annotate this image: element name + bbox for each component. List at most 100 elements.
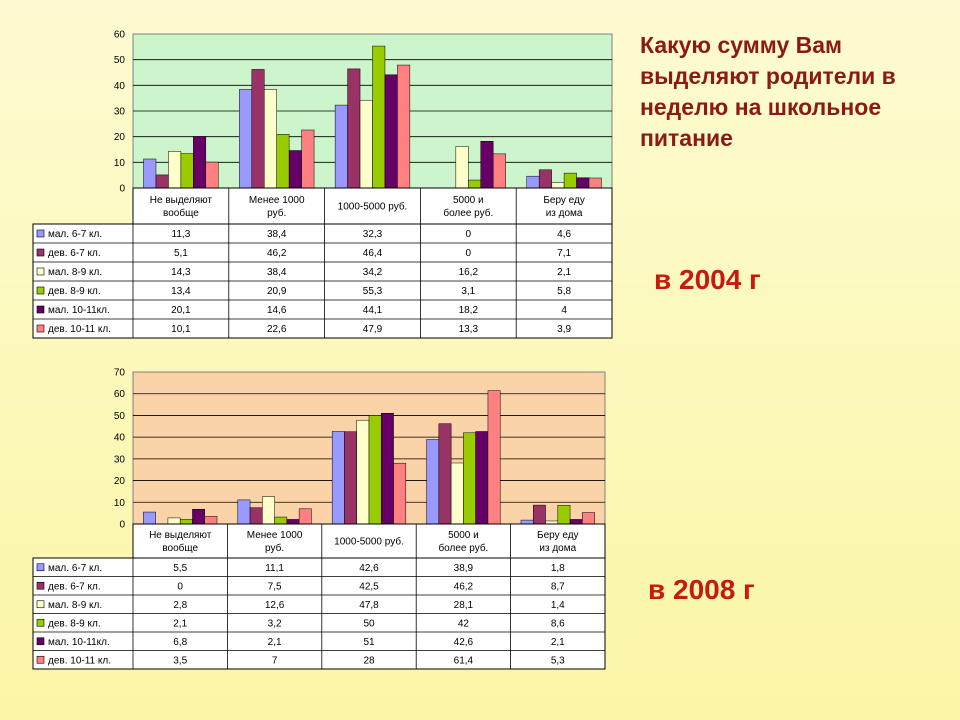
- table-header-bg: [132, 187, 613, 225]
- legend-swatch: [36, 655, 45, 664]
- table-cell-value: 28,1: [454, 600, 474, 611]
- bar: [538, 169, 552, 189]
- bar: [426, 439, 440, 525]
- bar: [487, 390, 501, 525]
- table-cell-value: 5,8: [557, 286, 571, 297]
- y-tick-label: 70: [114, 368, 126, 379]
- bar: [204, 516, 218, 525]
- table-cell-value: 61,4: [454, 655, 474, 666]
- legend-swatch: [36, 581, 45, 590]
- bar: [397, 64, 411, 189]
- bar: [582, 512, 595, 525]
- legend-swatch: [36, 229, 45, 238]
- y-tick-label: 20: [114, 476, 126, 487]
- bar: [331, 431, 345, 525]
- bar: [463, 432, 476, 525]
- y-tick-label: 40: [114, 81, 126, 92]
- bar: [372, 45, 386, 189]
- bar: [193, 136, 207, 189]
- bar: [468, 179, 482, 189]
- table-cell-value: 13,4: [171, 286, 191, 297]
- category-label: Беру еду из дома: [537, 530, 579, 554]
- y-tick-label: 60: [114, 389, 126, 400]
- table-cell-value: 47,9: [363, 324, 383, 335]
- table-cell-value: 2,1: [173, 618, 187, 629]
- y-tick-label: 50: [114, 55, 126, 66]
- bar: [393, 462, 407, 525]
- series-name: мал. 6-7 кл.: [48, 563, 102, 574]
- data-table: Не выделяют вообще Менее 1000 руб. 1000-5000…: [32, 523, 606, 670]
- data-table: Не выделяют вообще Менее 1000 руб. 1000-5000…: [32, 187, 613, 339]
- table-cell-value: 8,6: [551, 618, 565, 629]
- bar: [381, 413, 394, 525]
- slide-title: Какую сумму Вам выделяют родители в неде…: [640, 32, 896, 151]
- table-cell-value: 18,2: [459, 305, 479, 316]
- bar: [475, 431, 489, 525]
- bar: [356, 419, 370, 525]
- table-cell-value: 20,9: [267, 286, 287, 297]
- table-cell-value: 20,1: [171, 305, 191, 316]
- legend-swatch: [36, 305, 45, 314]
- bar: [143, 158, 157, 189]
- table-cell-value: 28: [363, 655, 375, 666]
- table-cell-value: 38,4: [267, 267, 287, 278]
- table-cell-value: 7,1: [557, 248, 571, 259]
- category-label: 5000 и более руб.: [443, 195, 493, 219]
- bar: [251, 69, 265, 189]
- bar: [384, 74, 398, 189]
- legend-swatch: [36, 248, 45, 257]
- table-cell-value: 1,8: [551, 563, 565, 574]
- table-cell-value: 51: [363, 637, 375, 648]
- table-cell-value: 50: [363, 618, 375, 629]
- table-header-bg: [132, 523, 606, 559]
- y-tick-label: 30: [114, 454, 126, 465]
- bar: [237, 499, 251, 525]
- y-tick-label: 60: [114, 30, 126, 41]
- bar: [557, 505, 571, 525]
- table-cell-value: 1,4: [551, 600, 565, 611]
- bar: [239, 89, 253, 189]
- series-name: дев. 6-7 кл.: [48, 248, 101, 259]
- bar: [492, 153, 506, 189]
- year-label-2008: в 2008 г: [648, 574, 755, 605]
- category-label: Не выделяют вообще: [150, 195, 213, 219]
- legend-swatch: [36, 267, 45, 276]
- legend-swatch: [36, 637, 45, 646]
- y-tick-label: 0: [119, 520, 125, 531]
- bar: [450, 462, 464, 525]
- table-cell-value: 8,7: [551, 581, 565, 592]
- bar: [368, 415, 382, 525]
- bar: [359, 99, 373, 189]
- table-cell-value: 38,9: [454, 563, 474, 574]
- bar: [455, 146, 469, 189]
- series-name: мал. 10-11кл.: [48, 637, 110, 648]
- table-cell-value: 3,2: [268, 618, 282, 629]
- table-cell-value: 11,3: [172, 229, 191, 240]
- bar: [551, 182, 565, 189]
- table-cell-value: 42,5: [359, 581, 379, 592]
- table-cell-value: 3,1: [461, 286, 475, 297]
- table-cell-value: 10,1: [171, 324, 191, 335]
- bar: [276, 134, 290, 189]
- bar: [249, 507, 263, 525]
- bar: [533, 504, 546, 525]
- legend-swatch: [36, 324, 45, 333]
- legend-swatch: [36, 286, 45, 295]
- category-label: 5000 и более руб.: [438, 530, 488, 554]
- table-cell-value: 0: [177, 581, 183, 592]
- table-cell-value: 4: [561, 305, 567, 316]
- table-cell-value: 38,4: [267, 229, 287, 240]
- table-cell-value: 42,6: [454, 637, 474, 648]
- bar: [155, 174, 169, 189]
- table-cell-value: 46,2: [267, 248, 287, 259]
- series-name: мал. 8-9 кл.: [48, 267, 102, 278]
- table-cell-value: 7: [272, 655, 278, 666]
- y-tick-label: 20: [114, 132, 126, 143]
- table-cell-value: 2,8: [173, 600, 187, 611]
- bar: [274, 516, 288, 525]
- table-cell-value: 42,6: [359, 563, 379, 574]
- table-cell-value: 46,2: [454, 581, 474, 592]
- bar: [143, 511, 156, 525]
- bar: [179, 519, 193, 525]
- table-cell-value: 47,8: [359, 600, 379, 611]
